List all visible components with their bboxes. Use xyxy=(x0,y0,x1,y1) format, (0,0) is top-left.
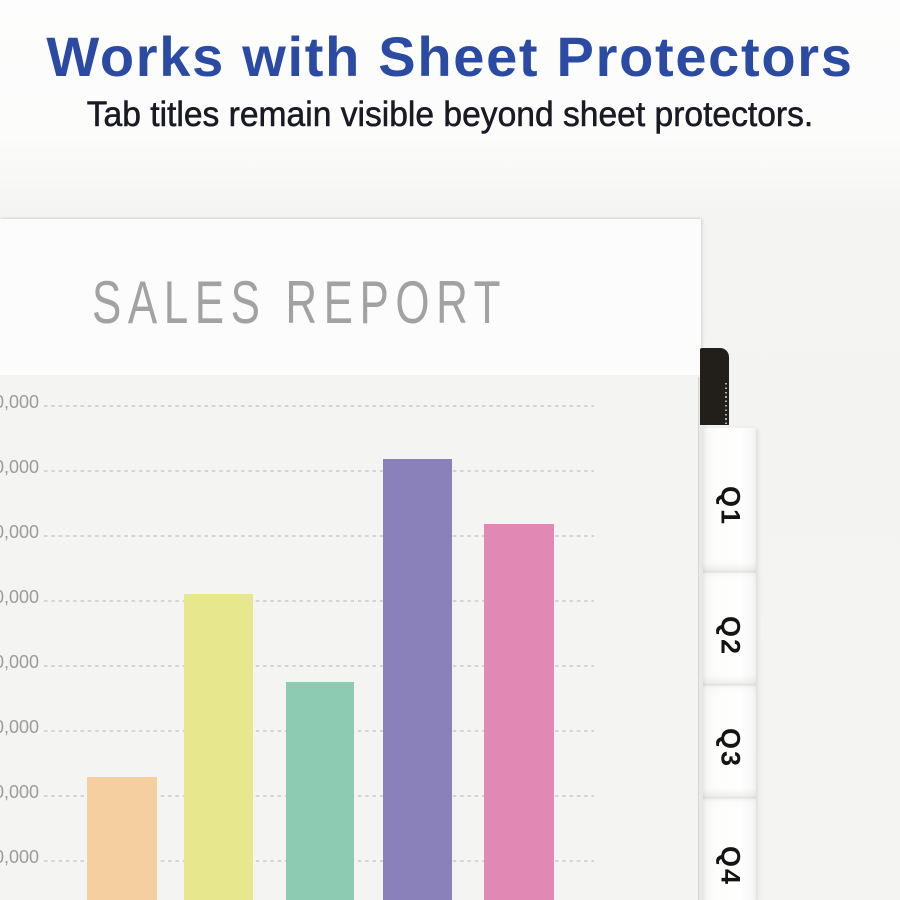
svg-text:0,000: 0,000 xyxy=(0,717,39,737)
svg-text:0,000: 0,000 xyxy=(0,457,39,477)
svg-text:0,000: 0,000 xyxy=(0,652,39,672)
svg-text:0,000: 0,000 xyxy=(0,522,39,542)
svg-text:0,000: 0,000 xyxy=(0,847,39,867)
svg-text:0,000: 0,000 xyxy=(0,392,39,412)
svg-text:0,000: 0,000 xyxy=(0,587,39,607)
svg-text:0,000: 0,000 xyxy=(0,782,39,802)
